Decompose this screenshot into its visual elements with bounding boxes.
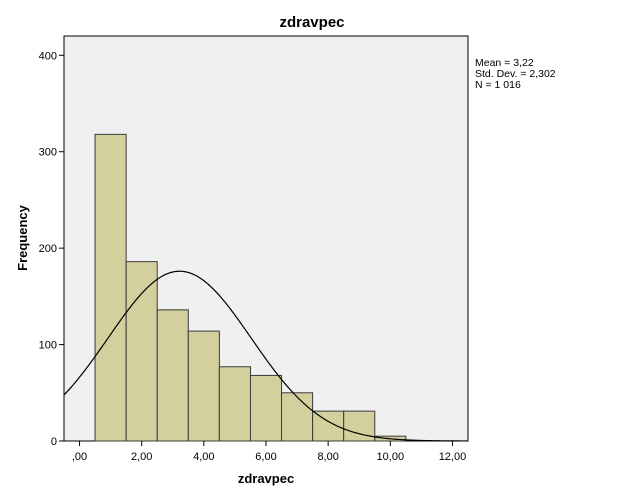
y-tick-label-3: 300 [39,147,57,159]
y-tick-label-4: 400 [39,50,57,62]
stat-line-0: Mean = 3,22 [475,57,534,69]
x-tick-label-3: 6,00 [255,451,276,463]
x-axis-title: zdravpec [238,471,294,486]
histogram-bar-7 [312,410,345,442]
histogram-bar-3 [187,330,220,442]
x-axis: ,00 2,00 4,00 6,00 8,00 10,00 12,00 [72,441,466,463]
x-tick-label-1: 2,00 [131,451,152,463]
histogram-bar-5 [249,374,283,442]
chart-title: zdravpec [279,14,344,31]
histogram-bar-0 [94,133,127,442]
histogram-bar-2 [156,309,189,442]
normal-curve [63,270,469,442]
x-tick-label-5: 10,00 [377,451,405,463]
x-tick-label-2: 4,00 [193,451,214,463]
bars-layer [94,133,407,442]
x-tick-label-0: ,00 [72,451,87,463]
histogram-bar-4 [218,366,251,442]
y-tick-label-2: 200 [39,243,57,255]
y-axis: 0 100 200 300 400 [39,50,64,448]
x-tick-label-4: 8,00 [317,451,338,463]
histogram-bar-6 [281,392,314,442]
stat-line-1: Std. Dev. = 2,302 [475,68,556,80]
y-tick-label-1: 100 [39,340,57,352]
stat-line-2: N = 1 016 [475,79,521,91]
y-tick-label-0: 0 [51,436,57,448]
x-tick-label-6: 12,00 [439,451,467,463]
y-axis-title: Frequency [15,204,30,271]
histogram-bar-1 [125,261,158,442]
